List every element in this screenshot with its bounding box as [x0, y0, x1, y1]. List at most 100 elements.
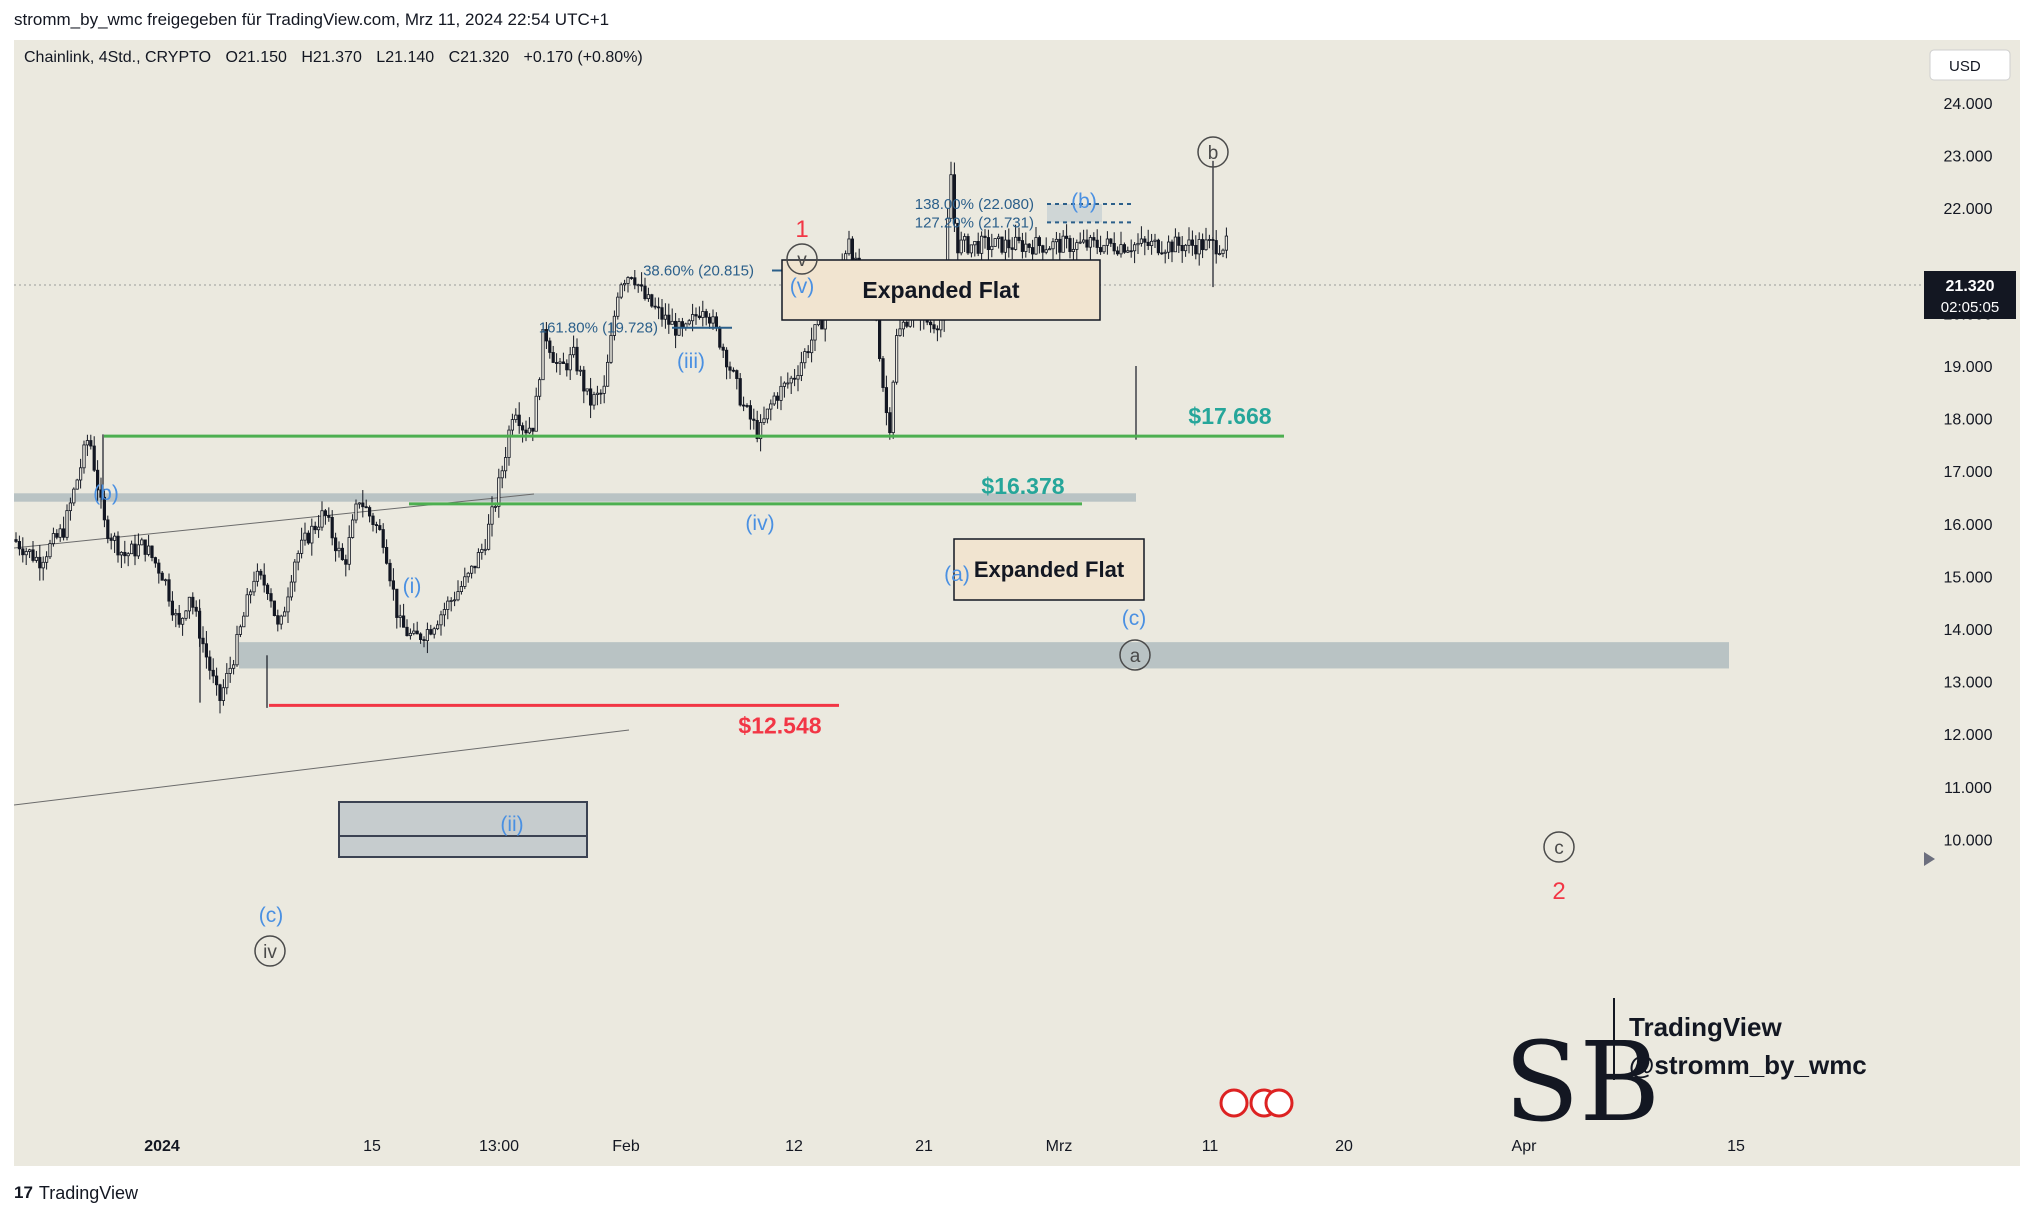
candle-body	[401, 615, 406, 628]
candle-body	[102, 496, 106, 521]
candle-body	[578, 369, 583, 372]
candle-body	[1187, 239, 1191, 246]
candle-body	[1061, 235, 1065, 253]
candle-body	[575, 346, 579, 372]
circled-label-c: c	[1543, 831, 1575, 863]
candle-body	[1197, 239, 1201, 255]
candle-body	[228, 667, 232, 674]
publish-line: stromm_by_wmc freigegeben für TradingVie…	[14, 10, 610, 29]
candle-body	[1003, 239, 1008, 253]
candle-body	[452, 599, 457, 602]
footer-brand: TradingView	[38, 1182, 138, 1203]
candle-body	[799, 362, 804, 376]
candle-body	[99, 489, 103, 498]
candle-body	[225, 673, 229, 689]
candle-body	[891, 381, 895, 434]
candle-body	[1224, 235, 1228, 251]
candle-body	[446, 600, 450, 610]
candle-body	[905, 321, 909, 327]
candle-body	[371, 515, 375, 525]
price-axis[interactable]: 24.00023.00022.00020.00019.00018.00017.0…	[1944, 96, 1993, 849]
candle-body	[738, 378, 742, 406]
candle-body	[555, 362, 559, 364]
lower-trendline	[14, 729, 630, 806]
candle-body	[1190, 239, 1194, 246]
chart-background	[14, 40, 2020, 1166]
zone-fib-target	[1047, 203, 1102, 223]
candle-body	[218, 684, 222, 701]
circled-label-v: v	[786, 243, 818, 275]
circled-labels: iv v a b c	[254, 136, 1575, 967]
wave-labels: (b) (i) (ii) (iii) (iv) (v) (c) (a) (b) …	[93, 190, 1566, 927]
candle-body	[1078, 241, 1082, 244]
candle-body	[184, 610, 188, 619]
candle-body	[561, 361, 566, 364]
price-tick-label: 19.000	[1944, 359, 1993, 376]
time-tick-label: 2024	[144, 1138, 180, 1155]
candle-body	[551, 352, 555, 363]
time-tick-label: 15	[363, 1138, 381, 1155]
candle-body	[422, 639, 426, 642]
watermark-line1: TradingView	[1629, 1012, 1782, 1042]
candle-body	[929, 321, 933, 326]
candle-body	[514, 414, 518, 420]
candle-body	[418, 633, 423, 640]
candle-body	[201, 637, 205, 645]
time-tick-label: 11	[1202, 1138, 1219, 1155]
candle-body	[306, 532, 311, 544]
candle-body	[1000, 236, 1004, 253]
candle-body	[211, 669, 215, 677]
wave-label-c2: (c)	[1122, 607, 1147, 630]
legend-low: L21.140	[376, 49, 434, 66]
time-axis[interactable]: 2024 15 13:00 Feb 12 21 Mrz 11 20 Apr 15	[144, 1138, 1745, 1155]
candle-body	[966, 236, 970, 254]
candle-body	[646, 294, 651, 300]
fib-label: 161.80% (19.728)	[539, 320, 658, 337]
candle-body	[527, 427, 532, 434]
svg-text:a: a	[1130, 646, 1141, 667]
candle-body	[898, 328, 902, 336]
candle-body	[810, 339, 814, 354]
candle-body	[344, 559, 348, 565]
candle-body	[1048, 248, 1052, 251]
candle-body	[1146, 241, 1150, 247]
candle-body	[364, 506, 368, 509]
candle-body	[167, 579, 171, 602]
wave-label-c1: (c)	[259, 904, 284, 927]
candle-body	[1116, 250, 1120, 255]
candle-body	[534, 395, 538, 432]
candle-body	[626, 277, 630, 284]
candle-body	[180, 617, 185, 625]
watermark-line2: @stromm_by_wmc	[1629, 1050, 1867, 1080]
chart-svg[interactable]: Chainlink, 4Std., CRYPTO O21.150 H21.370…	[14, 40, 2020, 1166]
candle-body	[1037, 237, 1041, 247]
price-tick-label: 12.000	[1944, 727, 1993, 744]
candle-body	[269, 593, 273, 602]
candle-body	[503, 457, 508, 472]
time-tick-label: 13:00	[479, 1138, 519, 1155]
footer[interactable]: 17 TradingView	[14, 1178, 138, 1208]
candle-body	[146, 545, 151, 555]
chart-area[interactable]: Chainlink, 4Std., CRYPTO O21.150 H21.370…	[14, 40, 2020, 1166]
candle-body	[997, 236, 1001, 239]
candle-body	[1207, 239, 1211, 241]
candle-body	[255, 570, 259, 582]
candle-body	[623, 283, 627, 286]
axis-arrow-icon[interactable]	[1924, 852, 1935, 866]
candle-body	[1160, 252, 1164, 255]
time-tick-label: Apr	[1512, 1138, 1538, 1155]
candle-body	[1122, 244, 1126, 253]
economic-event-flags[interactable]	[1219, 1088, 1294, 1118]
candle-body	[214, 675, 219, 686]
candle-body	[1136, 242, 1140, 246]
zones-layer	[14, 203, 1729, 669]
candle-body	[884, 387, 889, 414]
candle-body	[248, 591, 253, 596]
candle-body	[524, 429, 528, 434]
candle-body	[1102, 244, 1106, 253]
candle-body	[745, 405, 749, 407]
fib-label: 138.00% (22.080)	[915, 196, 1034, 213]
currency-button[interactable]: USD	[1929, 49, 2011, 81]
candle-body	[374, 524, 379, 526]
wave-label-a: (a)	[944, 563, 970, 586]
